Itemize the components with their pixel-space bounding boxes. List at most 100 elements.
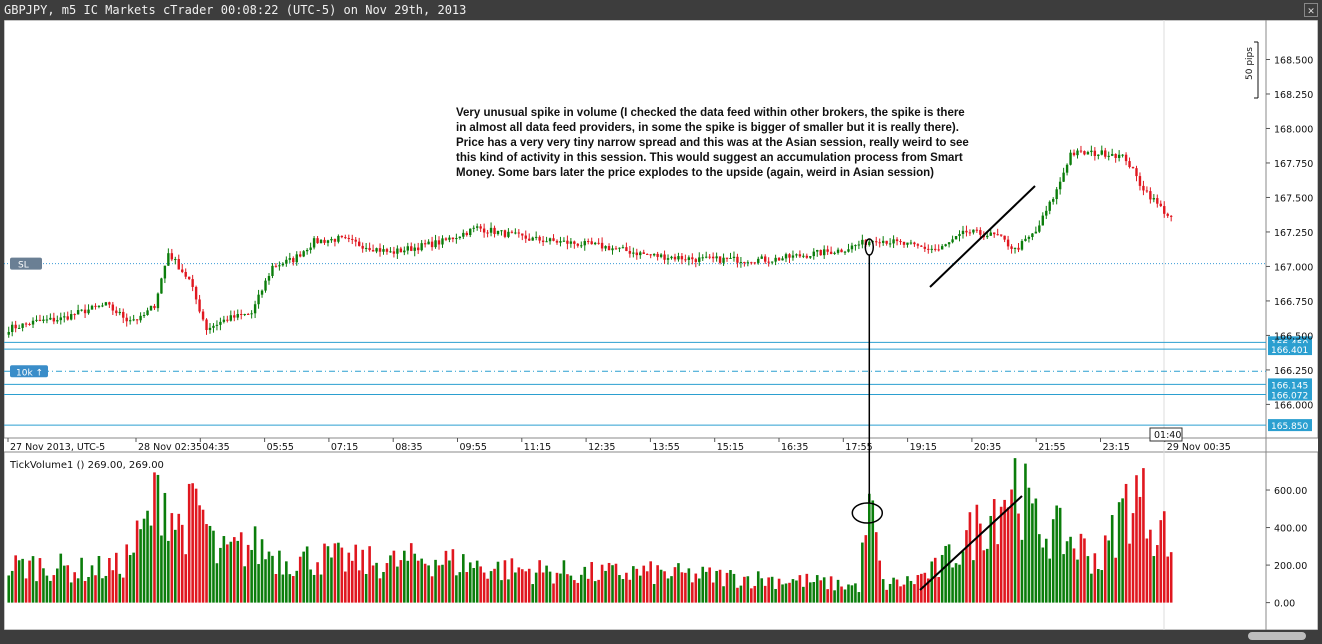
candle-body bbox=[45, 319, 49, 321]
candle-body bbox=[656, 253, 659, 257]
candle-body bbox=[181, 269, 184, 272]
volume-bar bbox=[576, 582, 580, 603]
volume-bar bbox=[597, 579, 600, 603]
volume-bar bbox=[548, 571, 552, 603]
candle-body bbox=[597, 242, 600, 244]
candle-body bbox=[222, 319, 226, 322]
candle-body bbox=[711, 256, 715, 259]
y-tick-label: 400.00 bbox=[1274, 524, 1307, 535]
candle-body bbox=[472, 227, 475, 229]
volume-bar bbox=[347, 552, 351, 603]
candle-body bbox=[753, 262, 756, 264]
candle-body bbox=[167, 253, 170, 266]
volume-bar bbox=[670, 576, 673, 603]
candle-body bbox=[28, 323, 31, 325]
volume-bar bbox=[500, 580, 503, 603]
volume-bar bbox=[1145, 538, 1149, 603]
candle-body bbox=[319, 239, 323, 244]
candle-body bbox=[115, 310, 118, 314]
candle-body bbox=[500, 230, 503, 232]
volume-bar bbox=[940, 554, 944, 603]
volume-bar bbox=[451, 549, 455, 603]
candle-body bbox=[895, 239, 899, 242]
volume-bar bbox=[1069, 536, 1072, 603]
close-button[interactable]: ✕ bbox=[1304, 3, 1318, 17]
candle-body bbox=[1027, 236, 1031, 239]
chart-canvas[interactable]: 166.450166.401166.145166.072165.850SL10k… bbox=[3, 19, 1319, 631]
candle-body bbox=[236, 313, 239, 318]
candle-body bbox=[875, 241, 878, 243]
candle-body bbox=[899, 241, 902, 243]
volume-bar bbox=[874, 532, 878, 603]
volume-bar bbox=[125, 544, 129, 603]
volume-bar bbox=[465, 572, 469, 603]
candle-body bbox=[548, 238, 552, 242]
volume-bar bbox=[534, 572, 538, 603]
candle-body bbox=[326, 240, 330, 243]
candle-body bbox=[375, 248, 378, 252]
candle-body bbox=[590, 241, 593, 245]
volume-bar bbox=[579, 574, 583, 603]
annotation-text: Very unusual spike in volume (I checked … bbox=[456, 107, 969, 179]
volume-bar bbox=[555, 572, 559, 603]
candle-body bbox=[330, 238, 333, 241]
volume-bar bbox=[847, 584, 850, 603]
volume-bar bbox=[1003, 499, 1006, 603]
candle-body bbox=[732, 256, 736, 258]
volume-bar bbox=[954, 563, 958, 603]
volume-bar bbox=[829, 576, 833, 603]
candle-body bbox=[1006, 239, 1010, 247]
candle-body bbox=[410, 246, 413, 251]
volume-bar bbox=[822, 577, 826, 603]
candle-body bbox=[829, 251, 833, 254]
candle-body bbox=[368, 247, 371, 251]
candle-body bbox=[201, 311, 205, 320]
candle-body bbox=[944, 244, 947, 247]
volume-bar bbox=[118, 573, 122, 603]
pips-scale-label: 50 pips bbox=[1245, 47, 1255, 80]
price-candles bbox=[7, 145, 1173, 338]
candle-body bbox=[573, 241, 576, 244]
candle-body bbox=[534, 236, 538, 238]
volume-bar bbox=[895, 579, 899, 603]
volume-bar bbox=[694, 573, 698, 603]
candle-body bbox=[819, 249, 822, 256]
candle-body bbox=[600, 242, 604, 249]
horizontal-scrollbar[interactable] bbox=[1248, 632, 1306, 640]
volume-bar bbox=[489, 571, 493, 603]
candle-body bbox=[881, 240, 885, 243]
candle-body bbox=[80, 309, 83, 311]
x-tick-label: 08:35 bbox=[395, 442, 422, 453]
candle-body bbox=[1107, 155, 1110, 157]
candle-body bbox=[1110, 154, 1114, 156]
volume-bar bbox=[659, 569, 663, 603]
volume-bar bbox=[1114, 557, 1117, 603]
candle-body bbox=[1079, 150, 1083, 152]
candle-body bbox=[198, 299, 201, 312]
volume-bar bbox=[687, 568, 691, 603]
volume-bar bbox=[656, 565, 659, 603]
tp-label: 10k ↑ bbox=[16, 368, 43, 378]
volume-bar bbox=[743, 576, 746, 603]
x-tick-label: 04:35 bbox=[202, 442, 229, 453]
volume-bar bbox=[1076, 559, 1079, 603]
candle-body bbox=[337, 235, 340, 242]
candle-body bbox=[430, 241, 434, 248]
volume-bar bbox=[729, 570, 732, 603]
candle-body bbox=[854, 245, 857, 247]
candle-body bbox=[493, 227, 496, 235]
volume-bar bbox=[385, 563, 389, 603]
candle-body bbox=[83, 309, 87, 314]
candle-body bbox=[604, 246, 607, 249]
candle-body bbox=[1041, 215, 1044, 226]
candle-body bbox=[569, 241, 573, 244]
candle-body bbox=[503, 230, 507, 237]
candle-body bbox=[593, 242, 597, 245]
candle-body bbox=[937, 249, 940, 251]
volume-bar bbox=[562, 560, 566, 603]
volume-bar bbox=[87, 576, 90, 603]
volume-bar bbox=[590, 562, 593, 603]
volume-bar bbox=[187, 483, 191, 603]
chart-window[interactable]: 166.450166.401166.145166.072165.850SL10k… bbox=[3, 19, 1319, 631]
volume-bar bbox=[638, 575, 642, 603]
